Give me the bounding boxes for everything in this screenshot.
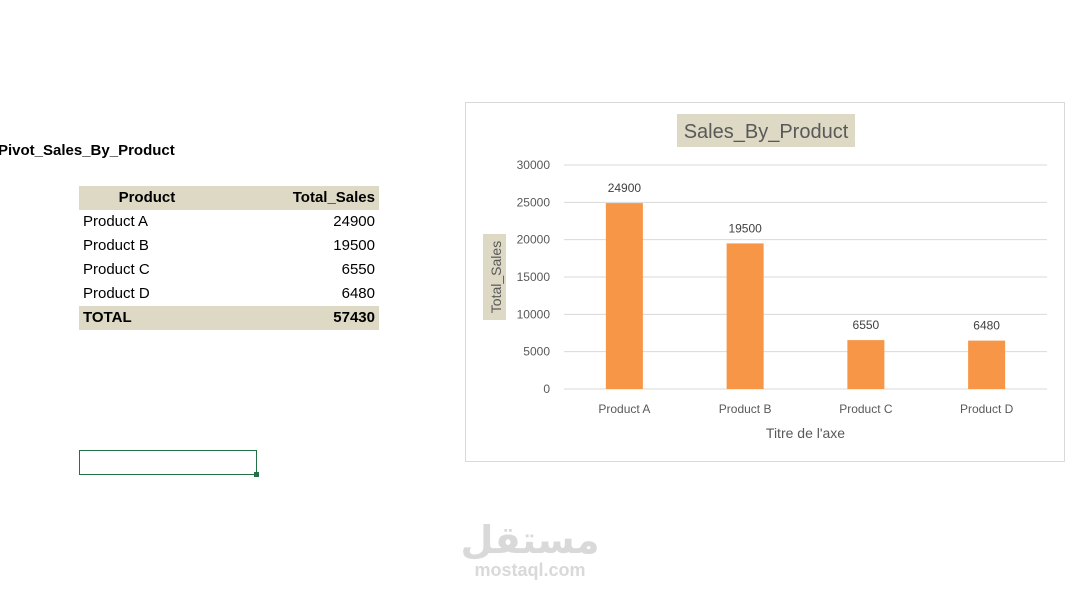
x-tick-label: Product A bbox=[598, 402, 650, 416]
bar-chart[interactable]: Sales_By_Product 0 5000 10000 15000 20000 2500… bbox=[465, 102, 1065, 462]
pivot-header-row: Product Total_Sales bbox=[79, 186, 379, 210]
chart-title: Sales_By_Product bbox=[684, 121, 849, 143]
y-axis-title-background bbox=[483, 234, 506, 320]
x-tick-label: Product B bbox=[719, 402, 772, 416]
table-row: Product C 6550 bbox=[79, 258, 379, 282]
y-tick-label: 5000 bbox=[523, 345, 550, 359]
x-tick-label: Product C bbox=[839, 402, 893, 416]
x-axis-title: Titre de l'axe bbox=[766, 425, 845, 441]
cell-sales[interactable]: 19500 bbox=[333, 237, 375, 254]
total-row: TOTAL 57430 bbox=[79, 306, 379, 330]
cell-sales[interactable]: 6550 bbox=[341, 261, 375, 278]
bar-product-b bbox=[726, 243, 764, 389]
y-tick-label: 15000 bbox=[517, 270, 551, 284]
cell-product[interactable]: Product A bbox=[83, 213, 149, 230]
data-label: 24900 bbox=[608, 181, 642, 195]
fill-handle[interactable] bbox=[254, 472, 259, 477]
watermark: مستقل mostaql.com bbox=[440, 520, 620, 581]
data-label: 19500 bbox=[728, 221, 762, 235]
total-label[interactable]: TOTAL bbox=[79, 306, 215, 330]
x-tick-label: Product D bbox=[960, 402, 1014, 416]
table-row: Product D 6480 bbox=[79, 282, 379, 306]
y-tick-label: 0 bbox=[543, 382, 550, 396]
y-axis-title: Total_Sales bbox=[488, 241, 504, 313]
pivot-table: Product Total_Sales Product A 24900 Prod… bbox=[79, 186, 379, 330]
header-product[interactable]: Product bbox=[79, 186, 215, 210]
cell-sales[interactable]: 6480 bbox=[341, 285, 375, 302]
table-row: Product B 19500 bbox=[79, 234, 379, 258]
pivot-title[interactable]: Pivot_Sales_By_Product bbox=[0, 142, 175, 159]
bar-product-d bbox=[968, 340, 1006, 389]
cell-sales[interactable]: 24900 bbox=[333, 213, 375, 230]
data-label: 6480 bbox=[973, 319, 1000, 333]
bar-product-a bbox=[605, 203, 643, 389]
selected-cell[interactable] bbox=[79, 450, 257, 475]
y-tick-label: 25000 bbox=[517, 195, 551, 209]
cell-product[interactable]: Product C bbox=[83, 261, 150, 278]
data-label: 6550 bbox=[853, 318, 880, 332]
watermark-logo: مستقل bbox=[460, 518, 600, 562]
table-row: Product A 24900 bbox=[79, 210, 379, 234]
chart-title-background bbox=[677, 114, 855, 147]
watermark-url: mostaql.com bbox=[474, 560, 586, 580]
y-tick-label: 10000 bbox=[517, 307, 551, 321]
chart-svg: Sales_By_Product 0 5000 10000 15000 20000 2500… bbox=[483, 114, 1047, 441]
bar-product-c bbox=[847, 340, 885, 389]
total-value[interactable]: 57430 bbox=[214, 306, 379, 330]
cell-product[interactable]: Product D bbox=[83, 285, 150, 302]
y-tick-label: 20000 bbox=[517, 233, 551, 247]
y-tick-label: 30000 bbox=[517, 158, 551, 172]
header-total-sales[interactable]: Total_Sales bbox=[214, 186, 379, 210]
cell-product[interactable]: Product B bbox=[83, 237, 149, 254]
